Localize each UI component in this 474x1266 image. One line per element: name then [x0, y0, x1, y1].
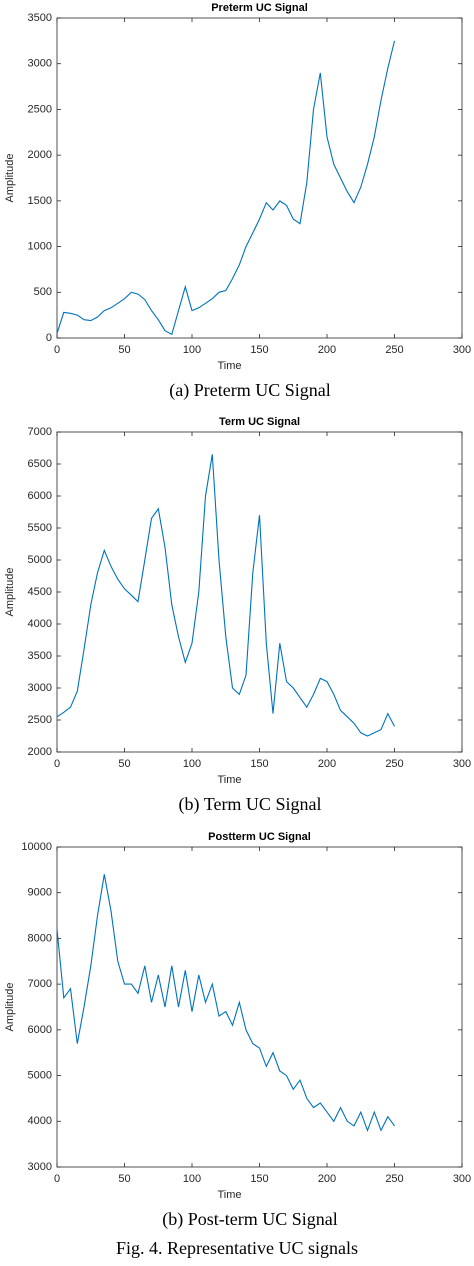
x-tick-label: 250: [385, 344, 403, 356]
x-tick-label: 50: [118, 758, 130, 770]
y-tick-label: 500: [34, 286, 52, 298]
x-tick-label: 150: [250, 1173, 268, 1185]
y-tick-label: 3000: [28, 58, 52, 70]
x-axis-label: Time: [217, 1189, 241, 1201]
chart-caption: (a) Preterm UC Signal: [169, 380, 330, 401]
y-tick-label: 6500: [28, 458, 52, 470]
y-tick-label: 2000: [28, 149, 52, 161]
x-tick-label: 0: [54, 758, 60, 770]
x-tick-label: 150: [250, 344, 268, 356]
x-tick-label: 250: [385, 1173, 403, 1185]
x-tick-label: 300: [453, 344, 471, 356]
x-tick-label: 50: [118, 344, 130, 356]
y-tick-label: 4500: [28, 586, 52, 598]
y-tick-label: 5000: [28, 1069, 52, 1081]
y-tick-label: 3500: [28, 12, 52, 24]
y-tick-label: 4000: [28, 1115, 52, 1127]
y-tick-label: 6000: [28, 490, 52, 502]
x-tick-label: 300: [453, 1173, 471, 1185]
x-tick-label: 300: [453, 758, 471, 770]
y-tick-label: 3000: [28, 1161, 52, 1173]
x-axis-label: Time: [217, 774, 241, 786]
y-axis-label: Amplitude: [4, 983, 16, 1032]
y-tick-label: 7000: [28, 426, 52, 438]
x-tick-label: 100: [183, 758, 201, 770]
chart-title: Postterm UC Signal: [208, 831, 311, 843]
y-tick-label: 7000: [28, 978, 52, 990]
figure-caption: Fig. 4. Representative UC signals: [116, 1238, 358, 1258]
chart-title: Preterm UC Signal: [211, 2, 308, 14]
y-tick-label: 2000: [28, 746, 52, 758]
y-tick-label: 1500: [28, 195, 52, 207]
signal-line: [56, 874, 395, 1132]
x-tick-label: 250: [385, 758, 403, 770]
y-tick-label: 1000: [28, 240, 52, 252]
x-tick-label: 100: [183, 1173, 201, 1185]
x-tick-label: 0: [54, 1173, 60, 1185]
y-tick-label: 5500: [28, 522, 52, 534]
y-tick-label: 9000: [28, 887, 52, 899]
y-tick-label: 4000: [28, 618, 52, 630]
chart-caption: (b) Post-term UC Signal: [162, 1209, 338, 1230]
y-tick-label: 2500: [28, 103, 52, 115]
y-tick-label: 6000: [28, 1024, 52, 1036]
chart-title: Term UC Signal: [219, 416, 300, 428]
y-axis-label: Amplitude: [4, 154, 16, 203]
y-tick-label: 8000: [28, 932, 52, 944]
x-axis-label: Time: [217, 360, 241, 372]
y-tick-label: 0: [46, 332, 52, 344]
y-tick-label: 2500: [28, 714, 52, 726]
y-axis-label: Amplitude: [4, 568, 16, 617]
x-tick-label: 50: [118, 1173, 130, 1185]
plot-area: [56, 846, 463, 1168]
plot-area: [56, 17, 463, 339]
x-tick-label: 100: [183, 344, 201, 356]
x-tick-label: 200: [318, 344, 336, 356]
chart-caption: (b) Term UC Signal: [179, 794, 322, 815]
x-tick-label: 0: [54, 344, 60, 356]
signal-line: [56, 454, 395, 737]
x-tick-label: 200: [318, 758, 336, 770]
y-tick-label: 3000: [28, 682, 52, 694]
y-tick-label: 10000: [21, 841, 52, 853]
x-tick-label: 150: [250, 758, 268, 770]
x-tick-label: 200: [318, 1173, 336, 1185]
signal-line: [56, 40, 396, 336]
y-tick-label: 3500: [28, 650, 52, 662]
plot-area: [56, 431, 463, 753]
y-tick-label: 5000: [28, 554, 52, 566]
